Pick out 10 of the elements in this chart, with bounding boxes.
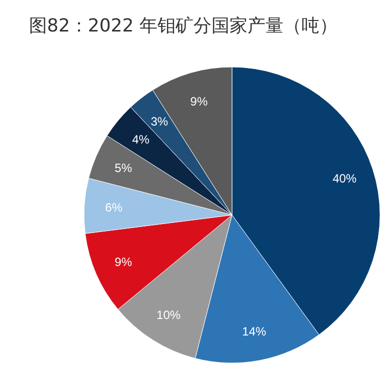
data-label: 5% bbox=[114, 160, 132, 175]
data-label: 9% bbox=[190, 94, 208, 108]
data-label: 10% bbox=[156, 308, 181, 322]
data-label: 4% bbox=[132, 132, 150, 147]
data-label: 6% bbox=[105, 200, 123, 215]
data-label: 14% bbox=[242, 324, 267, 338]
chart-title: 图82：2022 年钼矿分国家产量（吨） bbox=[29, 16, 338, 36]
data-label: 3% bbox=[150, 114, 168, 128]
data-label: 40% bbox=[332, 171, 357, 186]
data-label: 9% bbox=[114, 255, 132, 270]
